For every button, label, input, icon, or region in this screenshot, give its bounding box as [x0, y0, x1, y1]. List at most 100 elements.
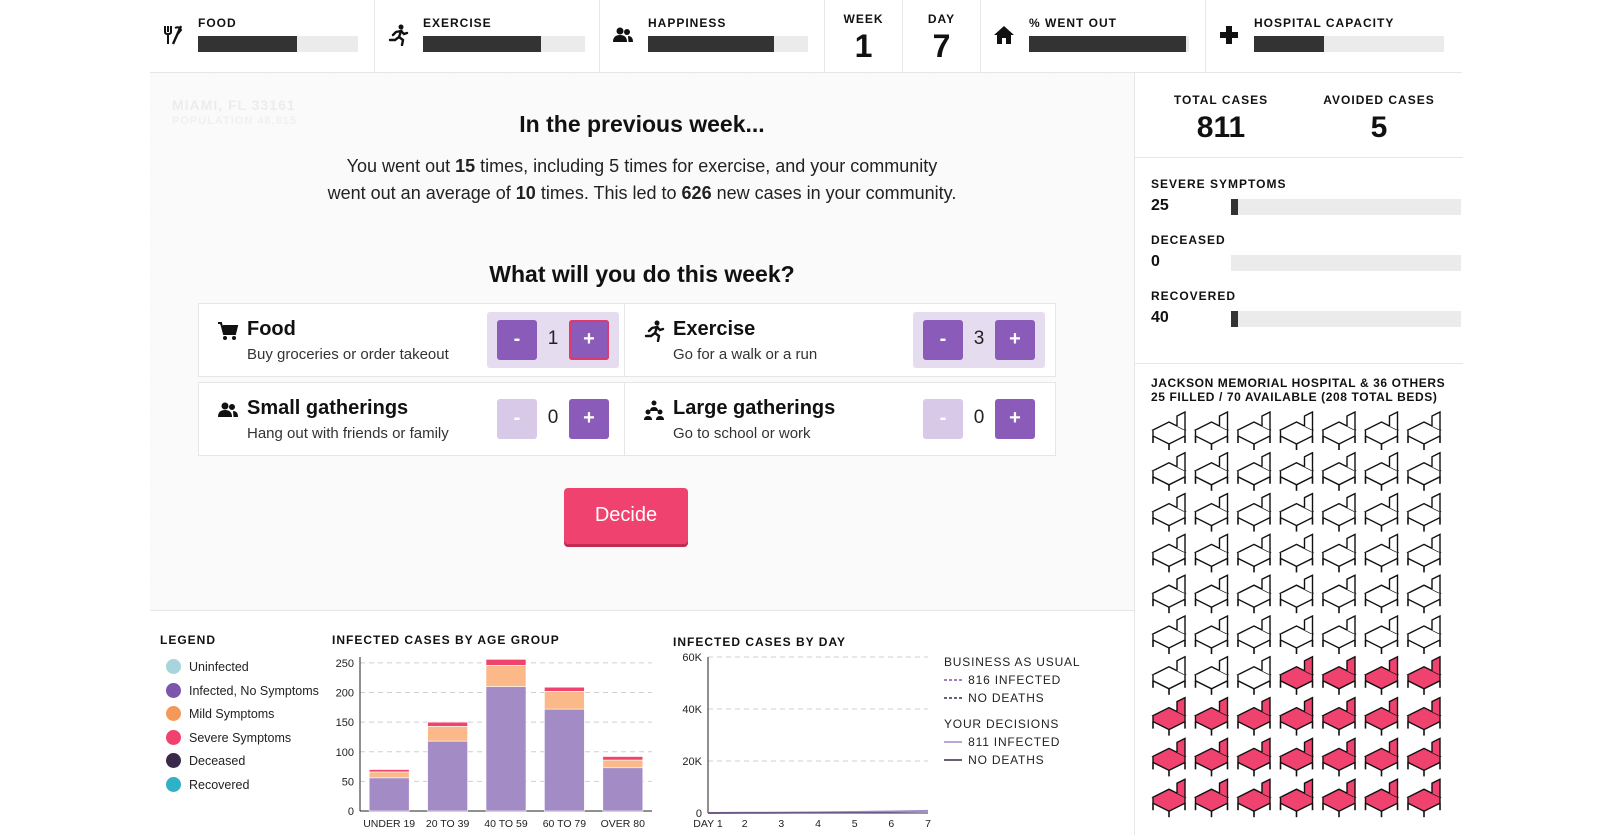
bed-icon [1193, 614, 1230, 654]
bed-headboard [1176, 778, 1186, 798]
food-decrement-button[interactable]: - [497, 320, 537, 360]
bed-icon [1151, 655, 1187, 695]
exercise-decrement-button[interactable]: - [923, 320, 963, 360]
bed-headboard [1176, 574, 1186, 594]
exercise-meter: EXERCISE [375, 0, 600, 73]
food-increment-button[interactable]: + [569, 320, 609, 360]
exercise-label: EXERCISE [423, 16, 492, 30]
exercise-increment-button[interactable]: + [995, 320, 1035, 360]
bed-icon [1363, 410, 1400, 450]
large-gatherings-increment-button[interactable]: + [995, 399, 1035, 439]
bed-headboard [1176, 655, 1186, 675]
bau-infected: 816 INFECTED [968, 673, 1062, 687]
bed-frame [1152, 634, 1186, 649]
recovered-label: RECOVERED [1151, 289, 1237, 303]
bed-icon [1278, 533, 1315, 573]
large-gatherings-decrement-button[interactable]: - [923, 399, 963, 439]
bed-icon [1236, 492, 1272, 532]
bed-headboard [1388, 778, 1399, 798]
bed-headboard [1303, 492, 1314, 512]
bed-frame [1237, 756, 1271, 772]
bed-frame [1407, 634, 1441, 649]
bed-frame [1322, 470, 1356, 486]
home-icon [994, 26, 1014, 44]
bed-frame [1152, 715, 1186, 731]
recovered-stat: RECOVERED 40 [1151, 289, 1461, 327]
bed-icon [1406, 655, 1442, 695]
location-population: POPULATION 48,815 [172, 115, 297, 127]
bed-frame [1152, 674, 1186, 690]
severe-symptoms-value: 25 [1151, 197, 1169, 214]
legend-swatch [166, 753, 181, 768]
hospital-capacity-bar [1254, 36, 1444, 52]
bed-icon [1236, 778, 1272, 818]
bed-frame [1279, 797, 1314, 812]
bar-segment [602, 767, 644, 812]
small-gatherings-decrement-button[interactable]: - [497, 399, 537, 439]
bed-headboard [1431, 614, 1441, 634]
bed-frame [1407, 470, 1441, 486]
food-label: FOOD [198, 16, 237, 30]
bed-frame [1152, 797, 1186, 812]
small-gatherings-stepper: - 0 + [487, 391, 619, 447]
bed-icon [1363, 574, 1400, 614]
severe-symptoms-bar [1231, 199, 1461, 215]
age-chart-title: INFECTED CASES BY AGE GROUP [332, 633, 560, 647]
bed-icon [1406, 492, 1442, 532]
bed-headboard [1431, 655, 1441, 675]
bed-headboard [1346, 410, 1356, 430]
bau-deaths-row: NO DEATHS [944, 691, 1144, 705]
y-tick-label: 250 [336, 658, 354, 670]
bed-icon [1151, 410, 1187, 450]
bed-frame [1322, 552, 1356, 568]
bed-headboard [1261, 574, 1271, 594]
bed-headboard [1218, 451, 1229, 471]
y-tick-label: 60K [682, 652, 702, 664]
y-tick-label: 20K [682, 756, 702, 768]
decide-button[interactable]: Decide [564, 488, 688, 544]
previous-week-heading: In the previous week... [519, 111, 765, 137]
bed-icon [1193, 492, 1230, 532]
bed-headboard [1303, 410, 1314, 430]
bed-headboard [1261, 410, 1271, 430]
bed-icon [1236, 451, 1272, 491]
bed-headboard [1218, 778, 1229, 798]
bed-frame [1237, 552, 1271, 568]
bar-segment [427, 726, 468, 742]
bed-headboard [1346, 655, 1356, 675]
summary-text-3: times. This led to [535, 183, 682, 203]
bed-frame [1237, 470, 1271, 486]
bed-icon [1151, 778, 1187, 818]
bed-icon [1406, 614, 1442, 654]
bed-headboard [1261, 492, 1271, 512]
food-meter: FOOD [150, 0, 375, 73]
bed-icon [1193, 410, 1230, 450]
bed-icon [1236, 574, 1272, 614]
summary-times-out: 15 [455, 156, 476, 176]
bed-icon [1151, 533, 1187, 573]
went-out-bar-fill [1029, 36, 1186, 52]
activity-exercise-title: Exercise [673, 318, 756, 340]
bed-headboard [1218, 533, 1229, 553]
bed-icon [1321, 533, 1357, 573]
bed-headboard [1303, 574, 1314, 594]
x-tick-label: 2 [742, 818, 748, 830]
legend-swatch [166, 659, 181, 674]
bar-segment [544, 708, 585, 812]
bed-headboard [1303, 533, 1314, 553]
bed-grid [1151, 410, 1442, 818]
bar-segment [544, 686, 585, 692]
activity-large-gatherings-subtitle: Go to school or work [673, 425, 811, 442]
happiness-bar-fill [648, 36, 775, 52]
bed-headboard [1261, 533, 1271, 553]
legend-label: Infected, No Symptoms [189, 683, 319, 698]
bed-icon [1321, 451, 1357, 491]
deceased-bar [1231, 255, 1461, 271]
yours-deaths: NO DEATHS [968, 753, 1045, 767]
bed-icon [1321, 737, 1357, 777]
small-gatherings-increment-button[interactable]: + [569, 399, 609, 439]
bed-headboard [1431, 451, 1441, 471]
bed-icon [1151, 451, 1187, 491]
bed-frame [1237, 634, 1271, 649]
bed-icon [1321, 574, 1357, 614]
